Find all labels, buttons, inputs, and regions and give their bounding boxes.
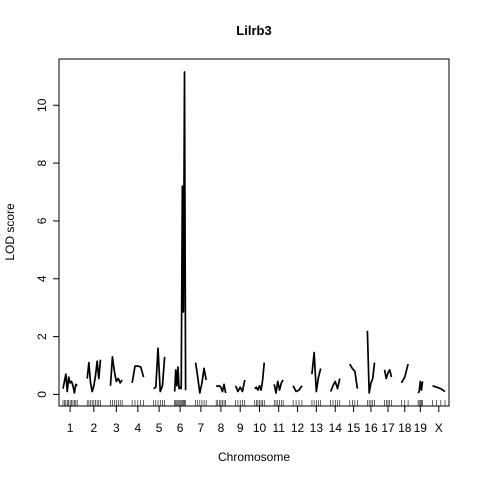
y-tick-label: 10 <box>35 98 49 112</box>
x-tick-label: 1 <box>67 421 74 435</box>
lod-line-chr-8 <box>215 383 227 394</box>
y-tick-label: 4 <box>35 275 49 282</box>
x-tick-label: 14 <box>329 421 343 435</box>
x-tick-label: 16 <box>364 421 378 435</box>
x-tick-label: 7 <box>198 421 205 435</box>
x-tick-label: 6 <box>177 421 184 435</box>
lod-line-chr-14 <box>329 378 341 392</box>
x-tick-label: 4 <box>135 421 142 435</box>
x-tick-label: 2 <box>91 421 98 435</box>
y-tick-label: 0 <box>35 391 49 398</box>
x-axis-label: Chromosome <box>218 450 290 464</box>
y-axis-label: LOD score <box>3 203 17 261</box>
lod-line-chr-10 <box>254 362 266 391</box>
lod-lines <box>62 71 446 394</box>
lod-line-chr-2 <box>86 359 102 393</box>
x-tick-label: 18 <box>398 421 412 435</box>
lod-line-chr-3 <box>109 355 123 386</box>
lod-line-chr-16 <box>366 330 376 394</box>
lod-line-chr-11 <box>273 379 284 394</box>
y-axis: 0 2 4 6 8 10 <box>35 98 59 398</box>
marker-rug <box>62 400 446 406</box>
lod-line-chr-6 <box>173 71 187 392</box>
lod-line-chr-5 <box>153 347 166 393</box>
lod-line-chr-9 <box>234 379 246 393</box>
y-tick-label: 8 <box>35 159 49 166</box>
lod-line-chr-15 <box>349 363 359 389</box>
x-axis: 1 2 3 4 5 6 7 8 9 10 11 12 13 14 15 16 17 18 19 X <box>67 406 443 435</box>
x-tick-label: 5 <box>156 421 163 435</box>
x-tick-label: 13 <box>310 421 324 435</box>
x-tick-label: 9 <box>237 421 244 435</box>
x-tick-label: 15 <box>347 421 361 435</box>
x-tick-label: 17 <box>381 421 395 435</box>
chart-title: Lilrb3 <box>236 23 271 38</box>
y-tick-label: 6 <box>35 217 49 224</box>
lod-line-chr-18 <box>400 363 409 384</box>
x-tick-label: 12 <box>291 421 305 435</box>
plot-frame <box>58 58 450 407</box>
lod-line-chr-1 <box>62 373 78 394</box>
lod-line-chr-4 <box>131 365 145 384</box>
lod-line-chr-17 <box>383 369 393 380</box>
x-tick-label: 3 <box>113 421 120 435</box>
x-tick-label: 8 <box>218 421 225 435</box>
lod-line-chr-19 <box>417 380 424 394</box>
y-tick-label: 2 <box>35 333 49 340</box>
lod-line-chr-13 <box>311 351 322 393</box>
lod-line-chr-X <box>432 384 446 393</box>
lod-line-chr-12 <box>292 385 303 393</box>
x-tick-label: X <box>435 421 443 435</box>
x-tick-label: 10 <box>253 421 267 435</box>
x-tick-label: 11 <box>272 421 285 435</box>
x-tick-label: 19 <box>414 421 428 435</box>
lod-line-chr-7 <box>194 362 208 394</box>
